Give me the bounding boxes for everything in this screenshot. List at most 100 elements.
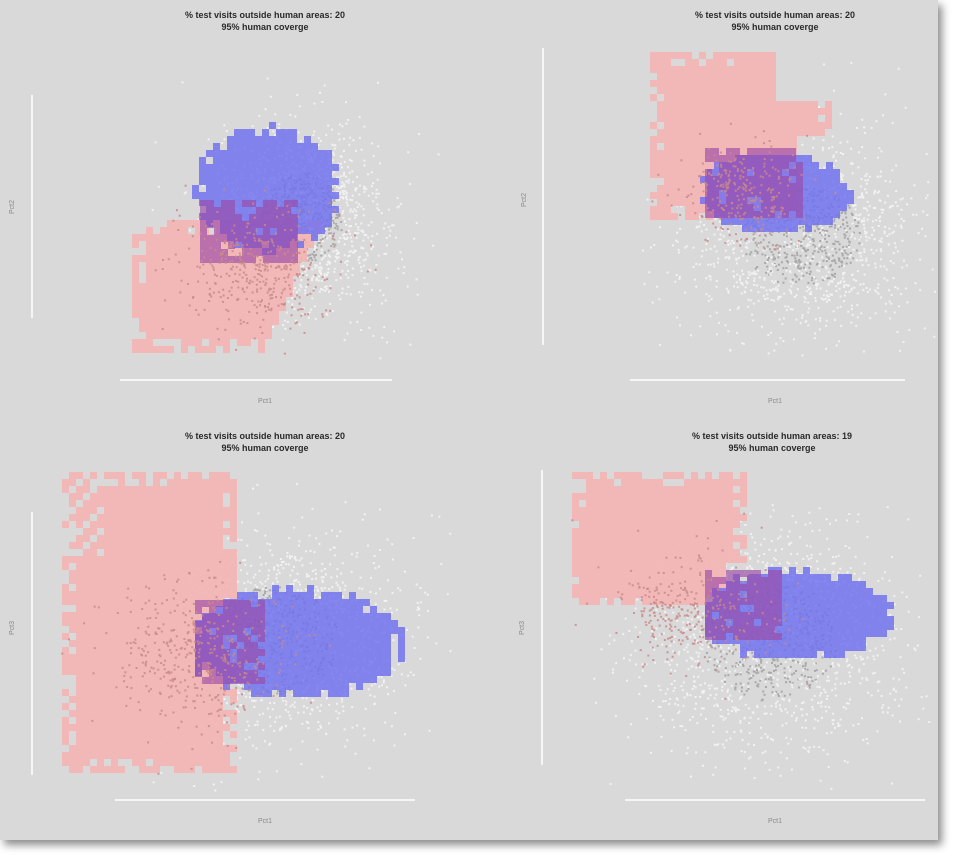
test-visit-point <box>337 187 340 189</box>
test-visit-point <box>724 249 727 252</box>
test-visit-point <box>313 256 316 259</box>
test-visit-point <box>858 151 860 154</box>
test-visit-point <box>406 285 409 288</box>
human-area-cell <box>174 311 181 318</box>
human-visit-point <box>276 265 279 268</box>
human-visit-point <box>245 298 248 301</box>
human-visit-point <box>786 229 788 232</box>
human-area-cell <box>237 311 244 318</box>
test-visit-point <box>336 253 339 255</box>
test-visit-point <box>880 150 883 153</box>
human-area-cell <box>146 318 153 325</box>
test-visit-point <box>789 280 792 283</box>
test-visit-point <box>739 275 742 278</box>
test-area-cell <box>269 185 276 192</box>
test-visit-point <box>865 259 868 262</box>
human-visit-point <box>257 269 260 271</box>
human-area-cell <box>195 269 202 276</box>
overlap-area-cell <box>256 221 263 228</box>
test-visit-point <box>866 218 869 221</box>
test-visit-point <box>862 223 865 226</box>
human-area-cell <box>650 59 657 66</box>
human-area-cell <box>209 325 216 332</box>
human-area-cell <box>167 304 174 311</box>
test-visit-point <box>891 231 894 234</box>
test-area-cell <box>269 122 276 129</box>
test-area-cell <box>805 190 812 197</box>
test-visit-point <box>764 262 767 264</box>
overlap-area-cell <box>284 214 291 221</box>
overlap-area-cell <box>754 155 761 162</box>
test-visit-point <box>900 217 903 220</box>
human-visit-point <box>241 261 244 264</box>
test-visit-point <box>375 192 378 195</box>
human-area-cell <box>713 136 720 143</box>
overlap-area-cell <box>291 221 298 228</box>
test-visit-point <box>355 210 358 213</box>
test-visit-point <box>299 140 302 143</box>
human-visit-point <box>231 265 234 268</box>
test-area-cell <box>290 192 297 199</box>
overlap-area-cell <box>263 249 270 256</box>
human-visit-point <box>244 266 247 269</box>
test-visit-point <box>812 137 815 140</box>
overlap-area-cell <box>256 242 263 249</box>
test-visit-point <box>900 293 903 296</box>
test-area-cell <box>248 206 255 213</box>
test-visit-point <box>776 290 779 293</box>
test-visit-point <box>338 138 341 141</box>
test-visit-point <box>332 250 335 253</box>
test-visit-point <box>384 299 387 302</box>
test-visit-point <box>320 248 323 251</box>
test-visit-point <box>841 252 844 255</box>
test-visit-point <box>389 229 392 232</box>
panel-2-human-points <box>651 122 837 251</box>
test-visit-point <box>360 205 363 208</box>
test-visit-point <box>892 262 895 265</box>
human-area-cell <box>251 283 258 290</box>
test-visit-point <box>680 205 683 208</box>
test-visit-point <box>842 218 845 221</box>
human-area-cell <box>699 129 706 136</box>
overlap-area-cell <box>733 183 740 190</box>
human-area-cell <box>272 269 279 276</box>
test-visit-point <box>317 137 320 140</box>
human-area-cell <box>706 87 713 94</box>
human-area-cell <box>202 311 209 318</box>
test-visit-point <box>926 214 929 216</box>
test-visit-point <box>822 233 825 236</box>
test-visit-point <box>796 288 799 291</box>
test-visit-point <box>349 321 352 324</box>
test-visit-point <box>719 238 722 241</box>
test-visit-point <box>824 297 827 300</box>
human-area-cell <box>664 157 671 164</box>
test-area-cell <box>297 185 304 192</box>
test-area-cell <box>269 192 276 199</box>
test-visit-point <box>803 295 806 298</box>
human-area-cell <box>685 52 692 59</box>
human-visit-point <box>298 273 301 276</box>
human-area-cell <box>769 87 776 94</box>
human-visit-point <box>323 279 326 281</box>
test-visit-point <box>844 212 847 215</box>
test-area-cell <box>276 178 283 185</box>
test-visit-point <box>708 275 711 278</box>
human-area-cell <box>755 87 762 94</box>
test-area-cell <box>227 164 234 171</box>
test-visit-point <box>342 216 345 219</box>
test-visit-point <box>306 274 308 277</box>
test-visit-point <box>781 273 784 276</box>
overlap-area-cell <box>207 249 214 256</box>
test-visit-point <box>749 299 752 302</box>
overlap-area-cell <box>221 214 228 221</box>
test-visit-point <box>884 93 887 96</box>
human-area-cell <box>244 304 251 311</box>
test-visit-point <box>900 226 903 229</box>
test-visit-point <box>864 175 867 177</box>
test-visit-point <box>727 330 730 333</box>
human-visit-point <box>212 291 215 294</box>
test-area-cell <box>318 213 325 220</box>
test-visit-point <box>375 196 378 199</box>
test-visit-point <box>845 283 848 286</box>
test-visit-point <box>838 265 841 268</box>
